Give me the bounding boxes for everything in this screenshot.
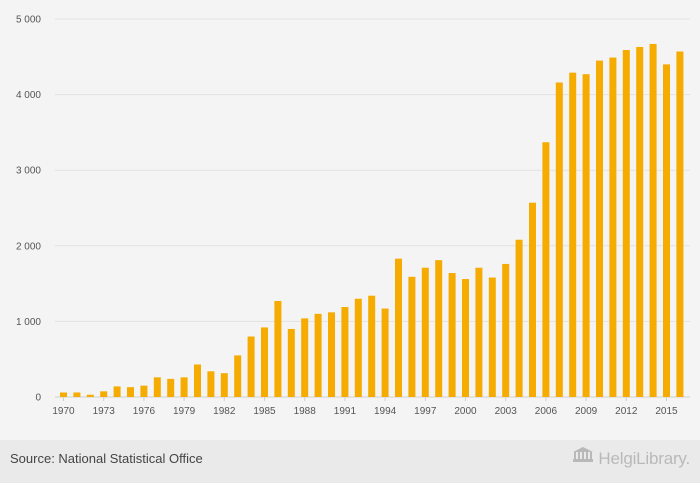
bar-2002[interactable]	[488, 277, 496, 397]
bar-1975[interactable]	[127, 387, 134, 397]
bar-1984[interactable]	[247, 336, 255, 397]
bar-2006[interactable]	[542, 142, 550, 397]
x-tick-label: 1970	[52, 406, 75, 417]
y-tick-label: 2 000	[16, 241, 41, 252]
bar-1993[interactable]	[368, 295, 376, 397]
bar-2016[interactable]	[676, 51, 684, 398]
bar-2004[interactable]	[515, 239, 523, 397]
bar-2007[interactable]	[555, 82, 563, 397]
x-tick-label: 1982	[213, 406, 236, 417]
bar-1974[interactable]	[113, 386, 121, 397]
bar-1991[interactable]	[341, 307, 349, 397]
x-tick-label: 2006	[535, 406, 558, 417]
x-tick-label: 1988	[294, 406, 317, 417]
chart-area: 0 1 000 2 000 3 000 4 000 5 000 1970 1973 1976 19…	[16, 15, 690, 417]
bar-2014[interactable]	[649, 43, 657, 397]
x-tick-label: 1985	[253, 406, 276, 417]
source-text: Source: National Statistical Office	[10, 451, 203, 466]
bar-2012[interactable]	[622, 49, 630, 397]
y-tick-label: 0	[35, 393, 41, 404]
bar-1996[interactable]	[408, 276, 416, 397]
bar-2011[interactable]	[609, 57, 617, 397]
bar-1979[interactable]	[180, 377, 188, 397]
bar-1973[interactable]	[100, 391, 108, 397]
y-tick-label: 4 000	[16, 90, 41, 101]
bar-1978[interactable]	[167, 378, 175, 397]
bar-2008[interactable]	[569, 72, 577, 398]
x-tick-label: 1976	[133, 406, 156, 417]
bar-2001[interactable]	[475, 267, 483, 397]
bar-1998[interactable]	[435, 260, 443, 397]
bar-1992[interactable]	[354, 298, 362, 397]
bar-chart: 0 1 000 2 000 3 000 4 000 5 000 1970 1973 1976 19…	[16, 15, 690, 417]
bar-1980[interactable]	[194, 364, 201, 397]
x-tick-label: 1979	[173, 406, 196, 417]
bar-1985[interactable]	[261, 327, 268, 397]
bar-1987[interactable]	[287, 328, 295, 397]
bar-2013[interactable]	[636, 46, 644, 398]
bar-1995[interactable]	[395, 258, 402, 397]
x-tick-label: 1997	[414, 406, 437, 417]
x-tick-label: 2009	[575, 406, 598, 417]
y-tick-label: 5 000	[16, 15, 41, 26]
bar-1972[interactable]	[86, 394, 94, 397]
bar-2000[interactable]	[462, 279, 469, 397]
bar-1983[interactable]	[234, 355, 242, 397]
y-tick-label: 1 000	[16, 317, 41, 328]
x-tick-label: 1994	[374, 406, 397, 417]
bar-1990[interactable]	[328, 312, 335, 397]
bar-2009[interactable]	[582, 74, 590, 398]
x-tick-label: 2012	[615, 406, 638, 417]
bar-1999[interactable]	[448, 273, 456, 397]
logo-text: HelgiLibrary.	[598, 448, 690, 468]
x-tick-label: 2015	[655, 406, 678, 417]
bar-1988[interactable]	[301, 318, 309, 397]
x-tick-label: 1991	[334, 406, 357, 417]
bar-1977[interactable]	[153, 377, 161, 397]
y-tick-label: 3 000	[16, 166, 41, 177]
bar-1970[interactable]	[60, 392, 67, 397]
bar-1971[interactable]	[73, 392, 81, 397]
bar-2010[interactable]	[596, 60, 603, 398]
x-tick-label: 2003	[495, 406, 518, 417]
bar-1976[interactable]	[140, 385, 148, 397]
helgi-library-logo-icon	[572, 447, 594, 470]
x-tick-label: 2000	[454, 406, 477, 417]
x-tick-label: 1973	[93, 406, 116, 417]
bar-2015[interactable]	[663, 64, 670, 398]
bar-2003[interactable]	[502, 263, 510, 397]
bar-1981[interactable]	[207, 371, 215, 397]
bar-1989[interactable]	[314, 313, 322, 397]
bar-1994[interactable]	[381, 308, 389, 397]
footer: Source: National Statistical Office Helg…	[0, 440, 700, 483]
bar-1986[interactable]	[274, 300, 282, 397]
bar-1997[interactable]	[421, 267, 429, 397]
bar-1982[interactable]	[220, 373, 228, 397]
bar-2005[interactable]	[529, 202, 536, 397]
helgi-library-logo[interactable]: HelgiLibrary.	[572, 447, 690, 470]
